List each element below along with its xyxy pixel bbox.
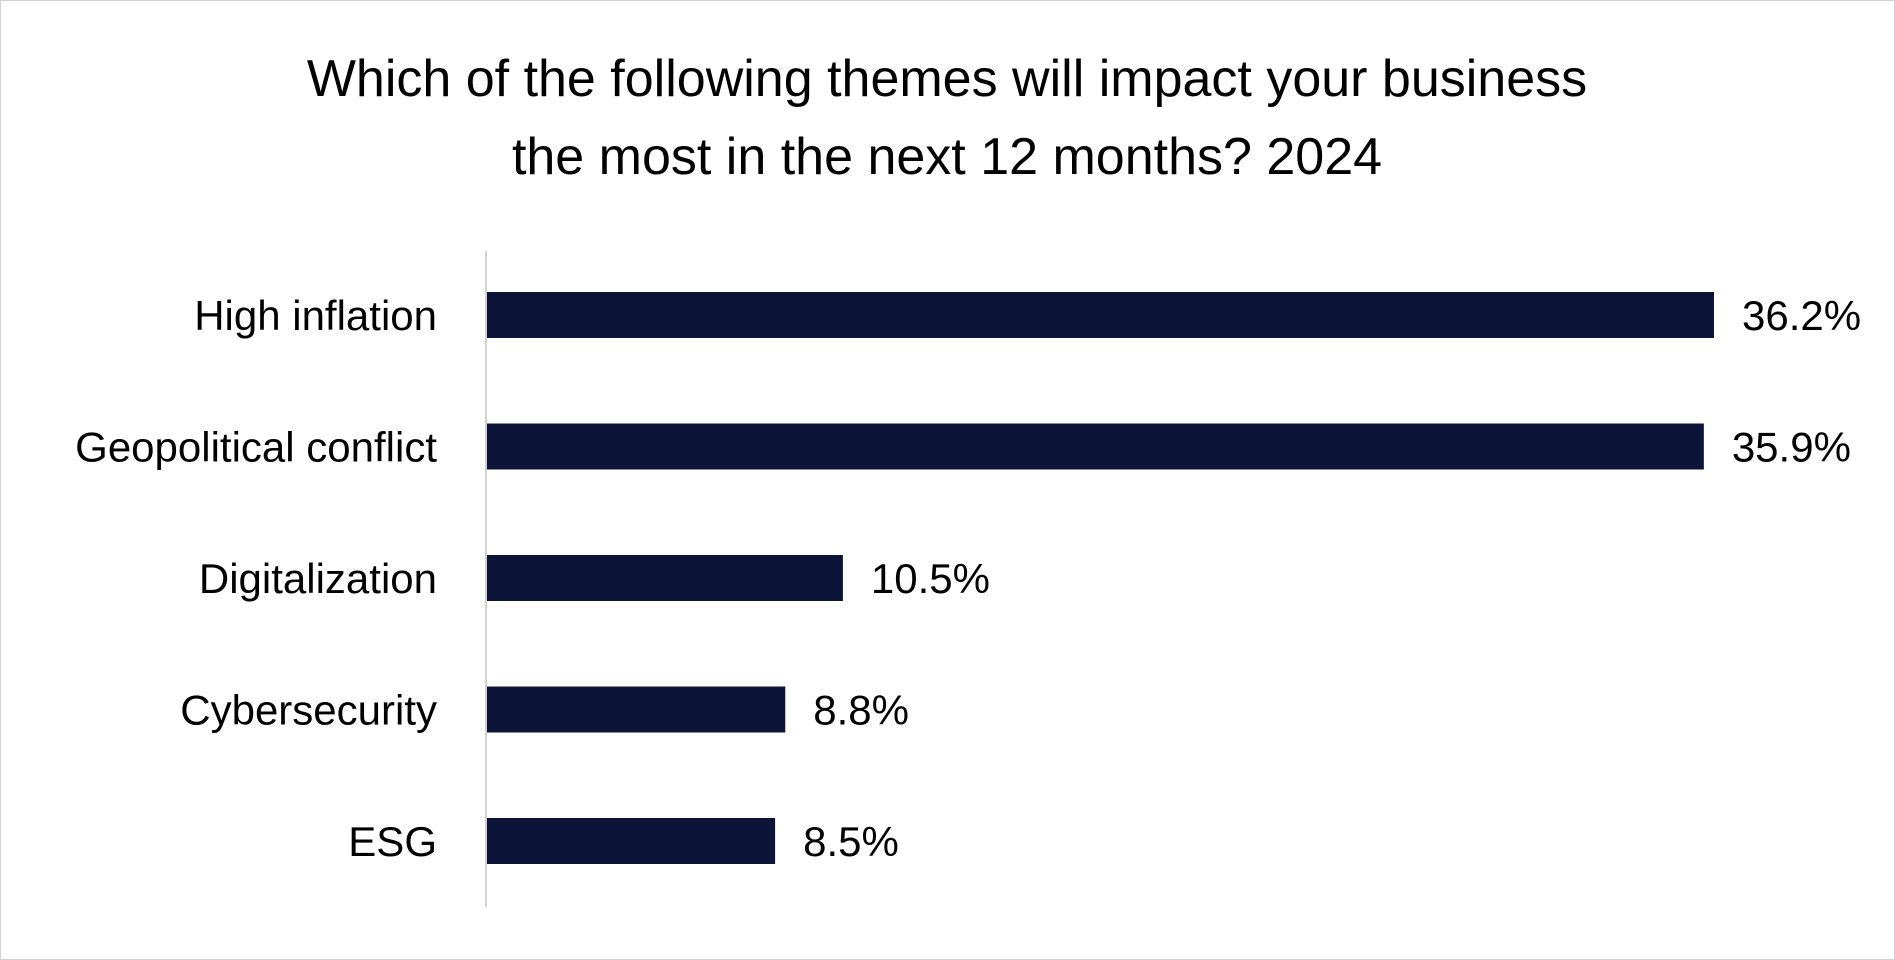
bars-group: High inflation 36.2% Geopolitical conflict… xyxy=(75,292,1861,865)
bar-3 xyxy=(487,686,786,733)
category-label-0: High inflation xyxy=(194,292,437,339)
chart-title-line-2: the most in the next 12 months? 2024 xyxy=(512,128,1382,186)
chart-title-line-1: Which of the following themes will impac… xyxy=(307,50,1587,108)
bar-1 xyxy=(487,423,1704,470)
category-label-3: Cybersecurity xyxy=(180,687,437,734)
category-label-4: ESG xyxy=(348,818,437,865)
value-label-3: 8.8% xyxy=(813,687,909,734)
value-label-1: 35.9% xyxy=(1732,424,1851,471)
category-label-1: Geopolitical conflict xyxy=(75,424,437,471)
bar-4 xyxy=(487,818,776,864)
value-label-0: 36.2% xyxy=(1742,292,1861,339)
value-label-2: 10.5% xyxy=(871,555,990,602)
value-label-4: 8.5% xyxy=(803,818,899,865)
bar-2 xyxy=(487,555,843,601)
category-label-2: Digitalization xyxy=(199,555,437,602)
bar-0 xyxy=(487,292,1714,338)
